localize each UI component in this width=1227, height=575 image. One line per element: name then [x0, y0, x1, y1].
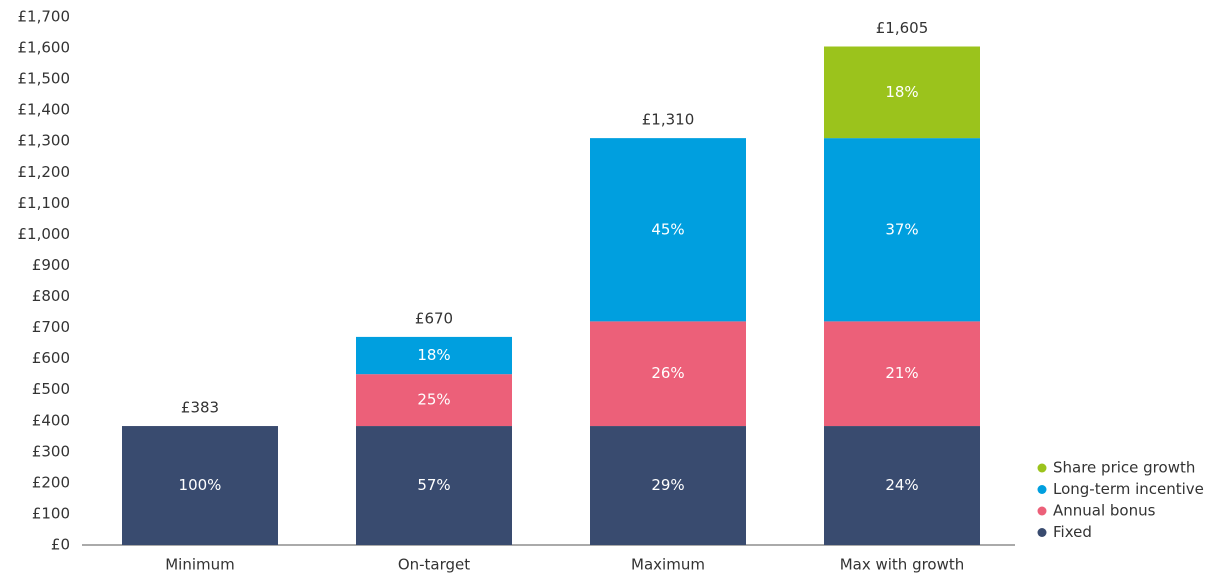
segment-label: 24% [885, 476, 918, 494]
segment-label: 21% [885, 364, 918, 382]
bar-segment [824, 321, 980, 427]
y-tick-label: £900 [32, 256, 70, 274]
bar-segment [590, 426, 746, 545]
x-tick-label: Maximum [631, 556, 705, 574]
segment-label: 25% [417, 391, 450, 409]
y-tick-label: £1,600 [18, 39, 71, 57]
bar-segment [590, 321, 746, 427]
segment-label: 18% [417, 346, 450, 364]
y-tick-label: £300 [32, 442, 70, 460]
segment-label: 37% [885, 220, 918, 238]
legend-label: Long-term incentive [1053, 480, 1204, 498]
legend-label: Share price growth [1053, 459, 1195, 477]
y-tick-label: £1,500 [18, 70, 71, 88]
bar-segment [122, 426, 278, 545]
y-tick-label: £500 [32, 380, 70, 398]
y-tick-label: £200 [32, 473, 70, 491]
legend-swatch [1037, 485, 1047, 494]
bar-segment [824, 46, 980, 139]
segment-label: 45% [651, 220, 684, 238]
y-tick-label: £400 [32, 411, 70, 429]
bar-segment [590, 138, 746, 322]
legend-swatch [1037, 528, 1047, 537]
bar-segment [824, 138, 980, 322]
y-tick-label: £1,300 [18, 132, 71, 150]
x-tick-label: On-target [398, 556, 470, 574]
legend-label: Fixed [1053, 523, 1092, 541]
y-tick-label: £1,000 [18, 225, 71, 243]
total-label: £1,605 [876, 19, 929, 37]
y-tick-label: £0 [51, 536, 70, 554]
x-tick-label: Minimum [165, 556, 235, 574]
bar-segment [356, 336, 512, 375]
x-tick-label: Max with growth [840, 556, 965, 574]
total-label: £1,310 [642, 111, 695, 129]
y-tick-label: £1,100 [18, 194, 71, 212]
segment-label: 100% [179, 476, 222, 494]
bar-segment [824, 426, 980, 545]
total-label: £383 [181, 399, 219, 417]
segment-label: 57% [417, 476, 450, 494]
segment-label: 29% [651, 476, 684, 494]
y-tick-label: £1,400 [18, 101, 71, 119]
y-tick-label: £600 [32, 349, 70, 367]
y-tick-label: £700 [32, 318, 70, 336]
y-tick-label: £800 [32, 287, 70, 305]
segment-label: 26% [651, 364, 684, 382]
y-tick-label: £100 [32, 504, 70, 522]
legend-label: Annual bonus [1053, 502, 1156, 520]
total-label: £670 [415, 309, 453, 327]
y-tick-label: £1,200 [18, 163, 71, 181]
y-tick-label: £1,700 [18, 8, 71, 26]
legend-swatch [1037, 506, 1047, 516]
segment-label: 18% [885, 83, 918, 101]
legend-swatch [1037, 463, 1047, 473]
bar-segment [356, 426, 512, 545]
bar-segment [356, 374, 512, 427]
